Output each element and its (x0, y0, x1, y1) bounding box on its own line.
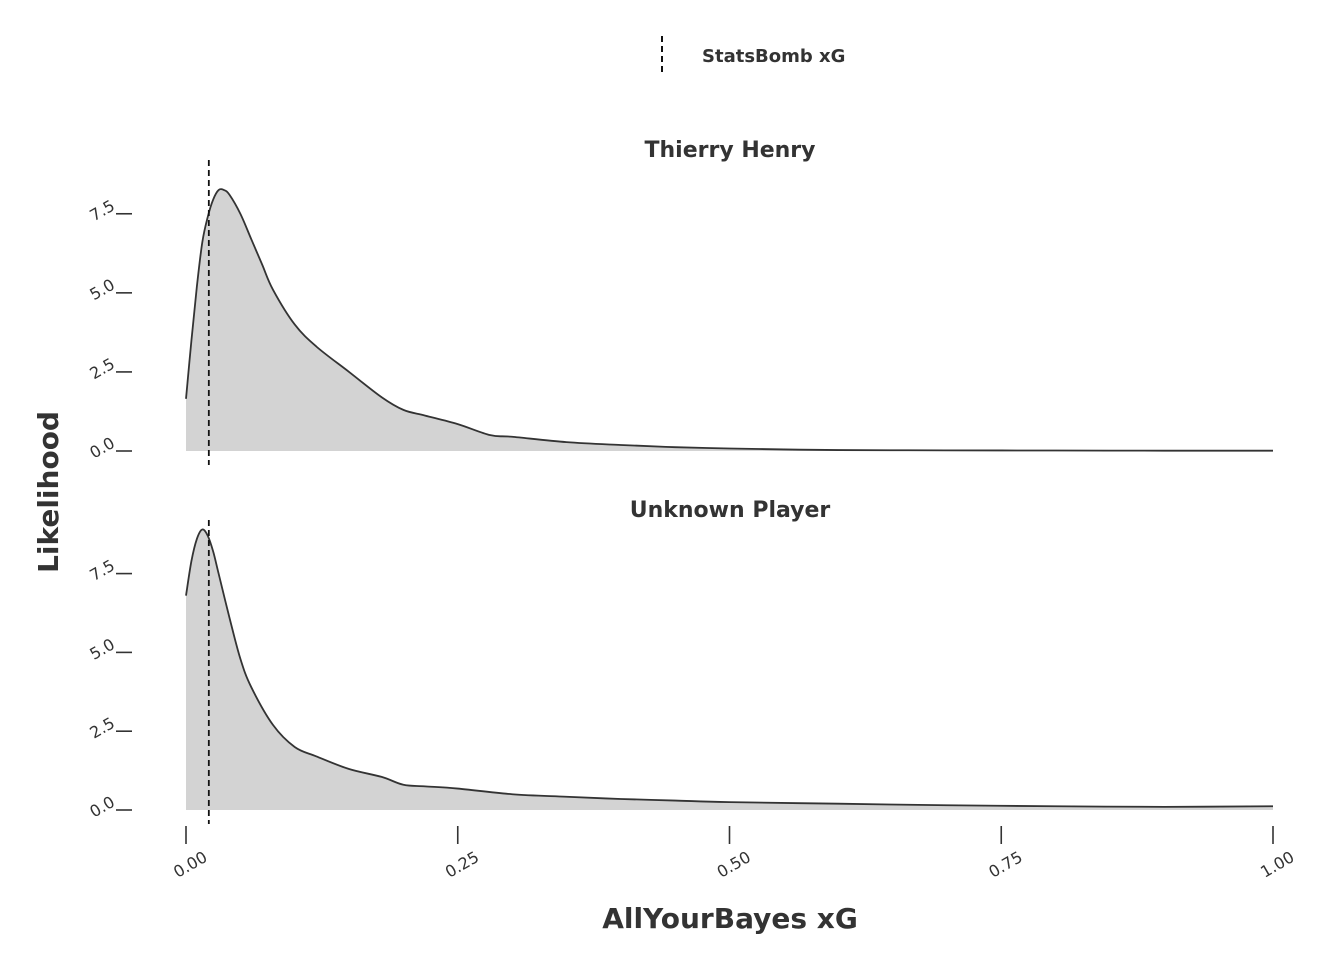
x-tick-label: 0.50 (714, 847, 754, 881)
y-tick-label: 0.0 (86, 792, 118, 821)
panel-title-1: Thierry Henry (644, 138, 815, 163)
y-tick-label: 7.5 (86, 196, 118, 225)
panel-title-2: Unknown Player (630, 498, 831, 523)
legend-label-statsbomb-xg: StatsBomb xG (702, 46, 845, 67)
x-tick-label: 1.00 (1257, 847, 1297, 881)
y-tick-label: 2.5 (86, 354, 118, 383)
density-area (186, 529, 1273, 810)
x-tick-label: 0.25 (442, 847, 482, 881)
y-tick-label: 5.0 (86, 275, 118, 304)
panel-thierry-henry: 0.0 2.5 5.0 7.5 (86, 160, 1274, 465)
y-tick-label: 2.5 (86, 713, 118, 742)
legend: StatsBomb xG (661, 36, 845, 76)
x-tick-label: 0.00 (170, 847, 210, 881)
density-line (185, 528, 1274, 808)
x-axis-title: AllYourBayes xG (602, 902, 858, 935)
x-tick-label: 0.75 (985, 847, 1025, 881)
x-axis: 0.00 0.25 0.50 0.75 1.00 (170, 826, 1297, 882)
y-tick-label: 0.0 (86, 433, 118, 462)
y-tick-label: 5.0 (86, 635, 118, 664)
panel-unknown-player: 0.0 2.5 5.0 7.5 (86, 520, 1274, 824)
y-tick-label: 7.5 (86, 556, 118, 585)
density-line (185, 188, 1274, 452)
density-area (186, 189, 1273, 451)
y-axis-title: Likelihood (32, 411, 65, 573)
